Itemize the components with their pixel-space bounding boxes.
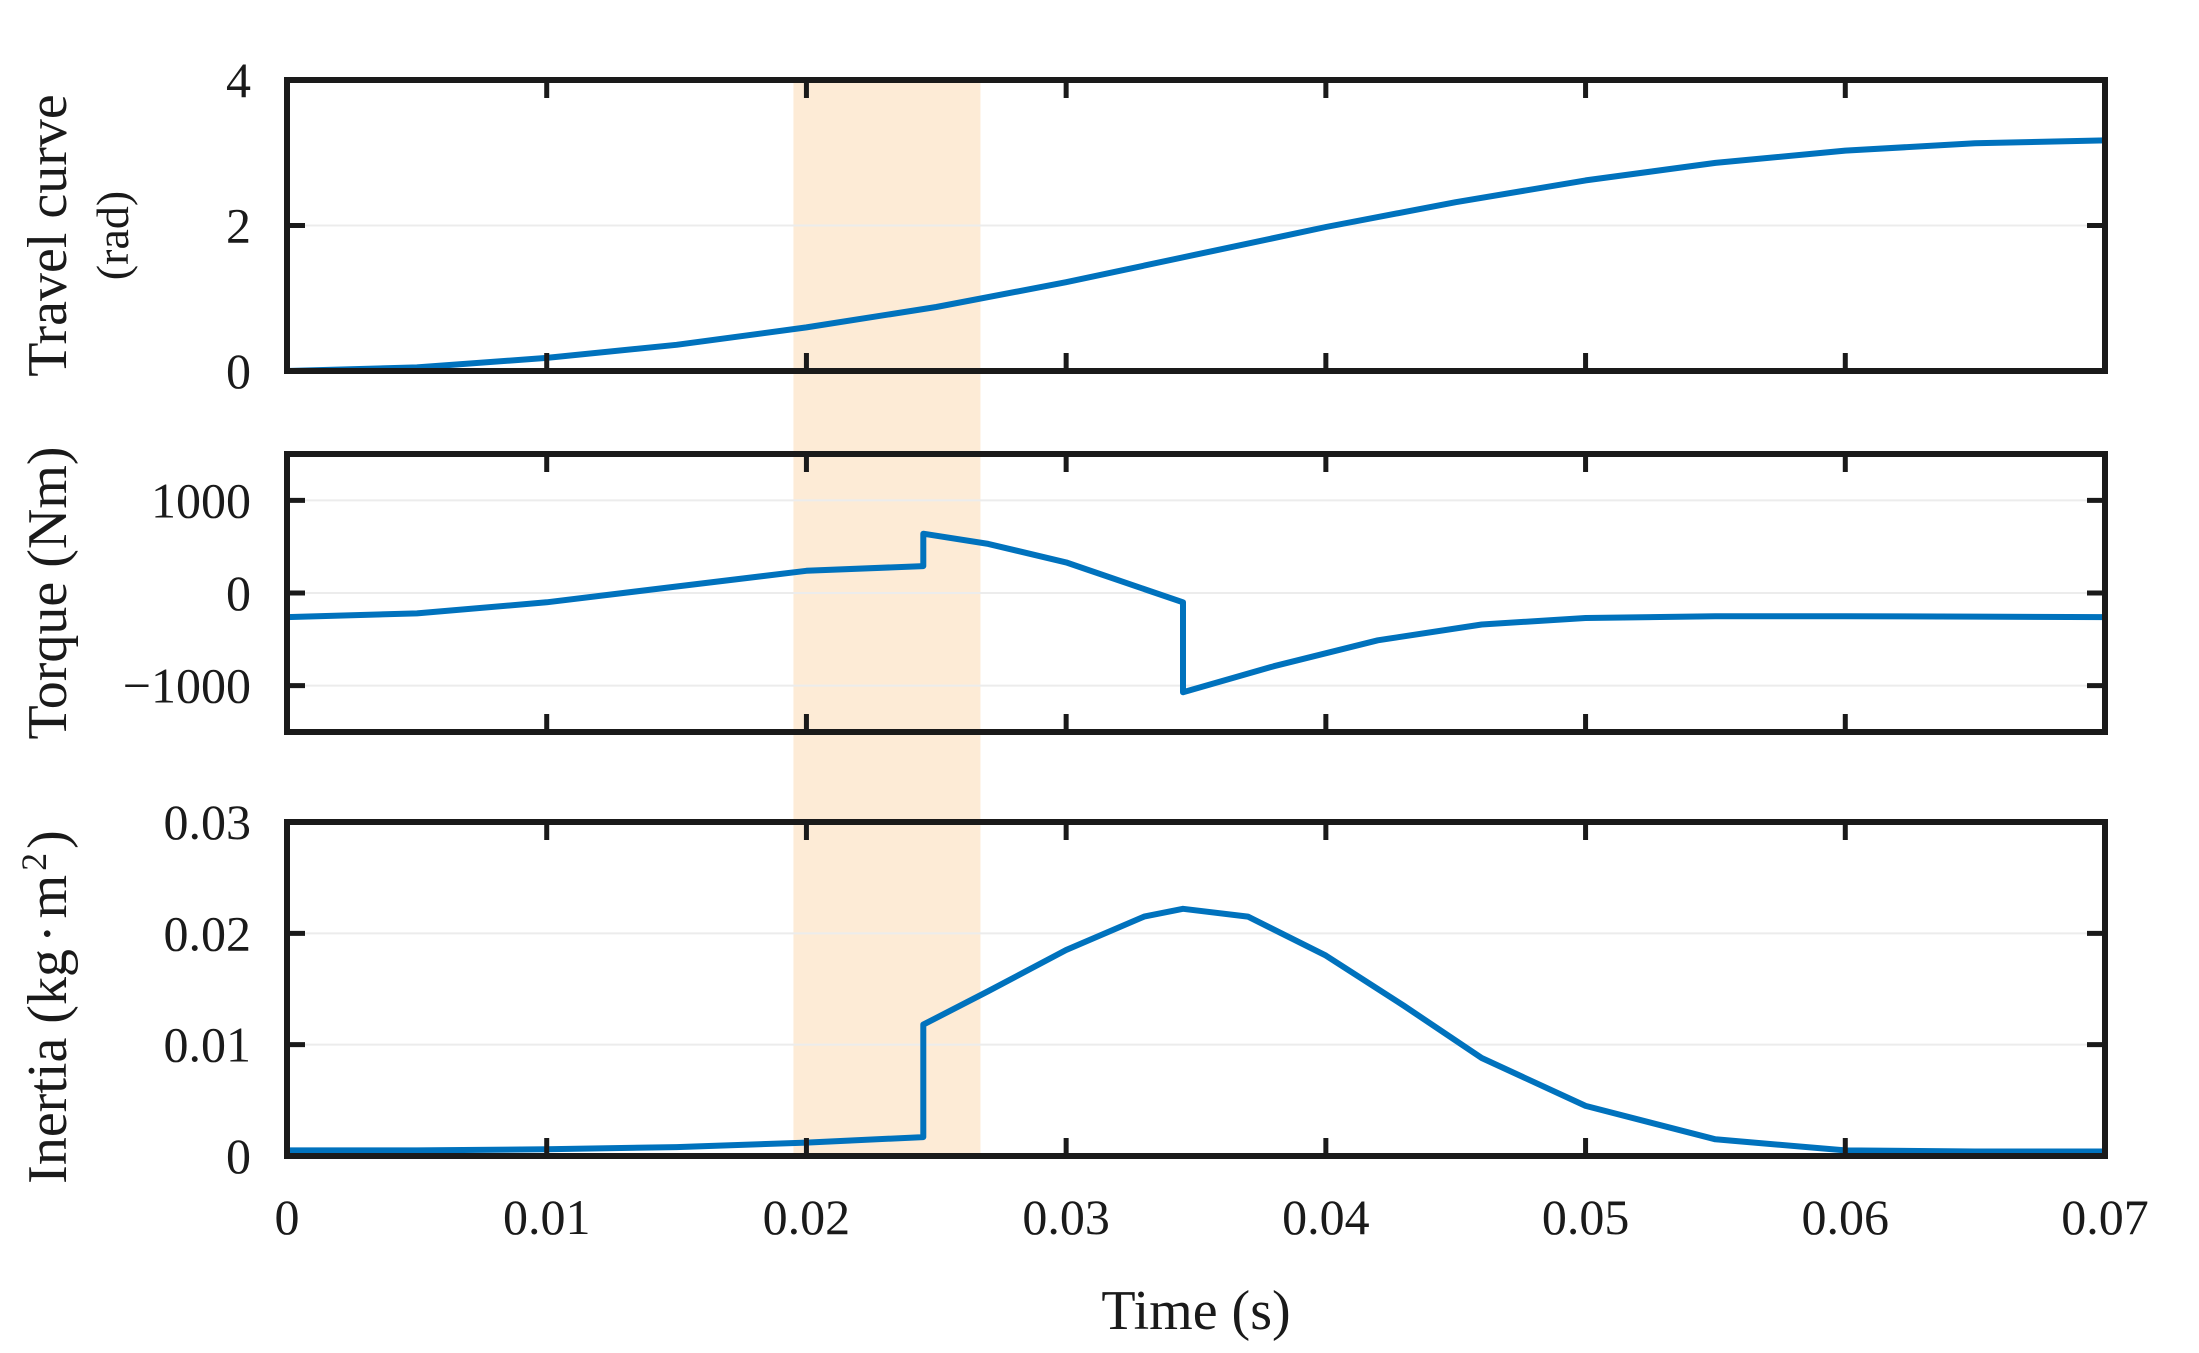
highlight-band-gap-2: [793, 732, 981, 822]
y-axis-label-torque: Torque (Nm): [17, 446, 79, 739]
ytick-label: 0.03: [164, 794, 252, 850]
xtick-label: 0.03: [1022, 1189, 1110, 1245]
ytick-label: 4: [226, 52, 251, 108]
x-axis-label: Time (s): [1101, 1280, 1290, 1342]
panel-travel-curve: 0 2 4 Travel curve (rad): [17, 52, 2108, 399]
grid-layer: [287, 79, 2105, 372]
xtick-labels: 0 0.01 0.02 0.03 0.04 0.05 0.06 0.07: [275, 1189, 2149, 1245]
ytick-label: 1000: [151, 472, 251, 528]
y-axis-label-inertia-base: Inertia (kg: [17, 949, 79, 1184]
ytick-label: 0: [226, 343, 251, 399]
plot-frame-inertia: [284, 819, 2108, 1159]
grid-layer: [287, 821, 2105, 1157]
highlight-band-panel-2: [793, 822, 981, 1156]
y-axis-label-inertia-m: m: [17, 875, 79, 919]
ytick-label: −1000: [123, 658, 251, 714]
panel-torque: −1000 0 1000 Torque (Nm): [17, 446, 2108, 740]
series-line-torque: [284, 530, 2108, 696]
xtick-label: 0.02: [763, 1189, 851, 1245]
ytick-labels-torque: −1000 0 1000: [123, 472, 251, 713]
series-line-travel-curve: [284, 137, 2108, 374]
y-axis-label-inertia: Inertia (kg · m 2): [14, 830, 79, 1184]
tick-layer: [284, 77, 2108, 374]
ytick-label: 0: [226, 565, 251, 621]
ytick-labels-travel-curve: 0 2 4: [226, 52, 251, 399]
ytick-labels-inertia: 0 0.01 0.02 0.03: [164, 794, 252, 1184]
panel-inertia: 00.010.020.03 0 0.01 0.02 0.03 0.04 0.05 0.06 0…: [14, 794, 2149, 1342]
y-axis-label-inertia-exp: 2: [14, 853, 54, 871]
ytick-label: 0.02: [164, 905, 252, 961]
ytick-label: 2: [226, 198, 251, 254]
series-line-inertia: [284, 905, 2108, 1155]
ytick-label: 0: [226, 1128, 251, 1184]
xtick-label: 0.04: [1282, 1189, 1370, 1245]
y-axis-label-travel-curve-unit: (rad): [87, 191, 138, 280]
highlight-band-gap-1: [793, 371, 981, 454]
tick-layer: [284, 454, 2108, 732]
xtick-label: 0.07: [2061, 1189, 2149, 1245]
tick-layer: [284, 819, 2108, 1159]
xtick-label: 0.06: [1802, 1189, 1890, 1245]
xtick-label: 0.05: [1542, 1189, 1630, 1245]
grid-layer: [287, 499, 2105, 687]
xtick-label: 0: [275, 1189, 300, 1245]
y-axis-label-inertia-dot: ·: [17, 924, 79, 943]
y-axis-label-inertia-close: ): [17, 830, 79, 849]
y-axis-label-travel-curve: Travel curve: [17, 94, 79, 377]
highlight-layer: [793, 80, 981, 1156]
xtick-label: 0.01: [503, 1189, 591, 1245]
ytick-label: 0.01: [164, 1017, 252, 1073]
